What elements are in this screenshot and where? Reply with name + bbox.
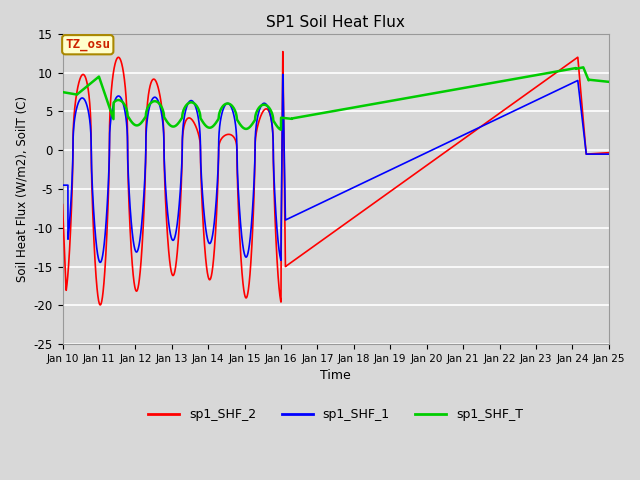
X-axis label: Time: Time xyxy=(320,370,351,383)
Title: SP1 Soil Heat Flux: SP1 Soil Heat Flux xyxy=(266,15,405,30)
Legend: sp1_SHF_2, sp1_SHF_1, sp1_SHF_T: sp1_SHF_2, sp1_SHF_1, sp1_SHF_T xyxy=(143,403,528,426)
Text: TZ_osu: TZ_osu xyxy=(65,38,110,51)
Y-axis label: Soil Heat Flux (W/m2), SoilT (C): Soil Heat Flux (W/m2), SoilT (C) xyxy=(15,96,28,282)
